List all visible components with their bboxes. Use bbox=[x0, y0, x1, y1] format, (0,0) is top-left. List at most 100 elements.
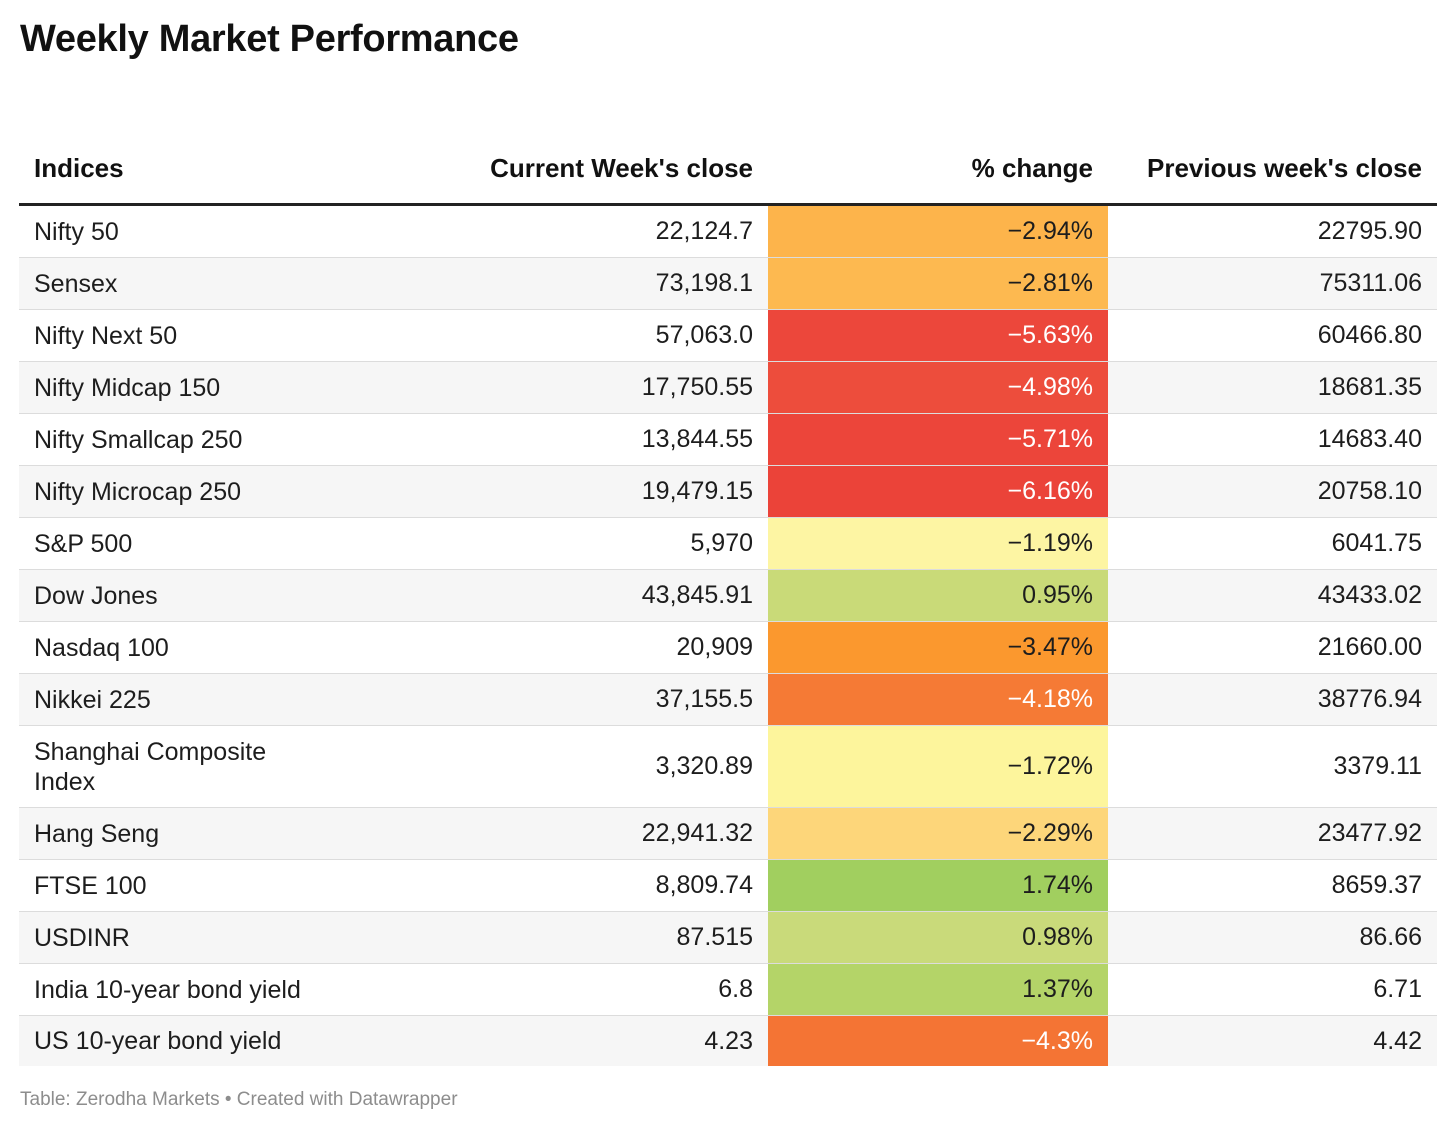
header-indices[interactable]: Indices bbox=[34, 153, 124, 183]
cell-pct-change: 1.74% bbox=[768, 860, 1108, 911]
cell-index-name: Nifty 50 bbox=[34, 217, 119, 246]
cell-current-close: 43,845.91 bbox=[419, 570, 768, 621]
cell-index-name: FTSE 100 bbox=[34, 871, 147, 900]
cell-index-name: Sensex bbox=[34, 269, 118, 298]
table-header: Indices Current Week's close % change Pr… bbox=[19, 108, 1437, 206]
current-close-value: 20,909 bbox=[676, 633, 753, 661]
header-previous-close[interactable]: Previous week's close bbox=[1146, 153, 1422, 183]
cell-pct-change: −2.81% bbox=[768, 258, 1108, 309]
cell-current-close: 57,063.0 bbox=[419, 310, 768, 361]
cell-current-close: 37,155.5 bbox=[419, 674, 768, 725]
cell-previous-close: 14683.40 bbox=[1317, 425, 1422, 453]
cell-previous-close: 22795.90 bbox=[1317, 217, 1422, 245]
cell-pct-change: −1.19% bbox=[768, 518, 1108, 569]
cell-current-close: 5,970 bbox=[419, 518, 768, 569]
table-row: Dow Jones 43,845.91 0.95% 43433.02 bbox=[19, 570, 1437, 622]
cell-pct-change: −1.72% bbox=[768, 726, 1108, 807]
performance-table: Indices Current Week's close % change Pr… bbox=[19, 108, 1437, 1066]
chart-title: Weekly Market Performance bbox=[20, 18, 519, 60]
cell-index-name: Nikkei 225 bbox=[34, 685, 151, 714]
current-close-value: 22,124.7 bbox=[655, 217, 753, 245]
cell-index-name: Nasdaq 100 bbox=[34, 633, 169, 662]
cell-current-close: 13,844.55 bbox=[419, 414, 768, 465]
cell-index-name: Nifty Next 50 bbox=[34, 321, 178, 350]
cell-current-close: 6.8 bbox=[419, 964, 768, 1015]
current-close-value: 13,844.55 bbox=[641, 425, 753, 453]
current-close-value: 4.23 bbox=[704, 1026, 753, 1055]
cell-index-name: S&P 500 bbox=[34, 529, 133, 558]
source-footer: Table: Zerodha Markets • Created with Da… bbox=[20, 1089, 458, 1110]
table-row: USDINR 87.515 0.98% 86.66 bbox=[19, 912, 1437, 964]
cell-current-close: 87.515 bbox=[419, 912, 768, 963]
cell-current-close: 19,479.15 bbox=[419, 466, 768, 517]
cell-previous-close: 3379.11 bbox=[1333, 752, 1422, 780]
current-close-value: 8,809.74 bbox=[655, 871, 753, 899]
cell-pct-change: −6.16% bbox=[768, 466, 1108, 517]
cell-pct-change: −3.47% bbox=[768, 622, 1108, 673]
header-current-close[interactable]: Current Week's close bbox=[490, 153, 753, 183]
table-row: Nifty Next 50 57,063.0 −5.63% 60466.80 bbox=[19, 310, 1437, 362]
cell-index-name: Dow Jones bbox=[34, 581, 158, 610]
current-close-value: 43,845.91 bbox=[641, 581, 753, 609]
current-close-value: 37,155.5 bbox=[655, 685, 753, 713]
cell-current-close: 3,320.89 bbox=[419, 726, 768, 807]
cell-current-close: 8,809.74 bbox=[419, 860, 768, 911]
cell-current-close: 22,941.32 bbox=[419, 808, 768, 859]
current-close-value: 3,320.89 bbox=[655, 752, 753, 780]
cell-current-close: 4.23 bbox=[419, 1016, 768, 1066]
cell-index-name: Nifty Smallcap 250 bbox=[34, 425, 243, 454]
table-row: Nifty Smallcap 250 13,844.55 −5.71% 14683.4… bbox=[19, 414, 1437, 466]
cell-pct-change: −5.63% bbox=[768, 310, 1108, 361]
cell-pct-change: −4.3% bbox=[768, 1016, 1108, 1066]
table-row: Hang Seng 22,941.32 −2.29% 23477.92 bbox=[19, 808, 1437, 860]
table-row: S&P 500 5,970 −1.19% 6041.75 bbox=[19, 518, 1437, 570]
cell-current-close: 20,909 bbox=[419, 622, 768, 673]
cell-pct-change: −2.29% bbox=[768, 808, 1108, 859]
table-row: Shanghai Composite Index 3,320.89 −1.72% 33… bbox=[19, 726, 1437, 808]
cell-index-name: Nifty Midcap 150 bbox=[34, 373, 221, 402]
cell-previous-close: 21660.00 bbox=[1317, 633, 1422, 661]
table-row: FTSE 100 8,809.74 1.74% 8659.37 bbox=[19, 860, 1437, 912]
table-body: Nifty 50 22,124.7 −2.94% 22795.90 Sensex 73,1… bbox=[19, 206, 1437, 1066]
cell-pct-change: 0.98% bbox=[768, 912, 1108, 963]
cell-pct-change: −2.94% bbox=[768, 206, 1108, 257]
cell-pct-change: 0.95% bbox=[768, 570, 1108, 621]
cell-index-name: India 10-year bond yield bbox=[34, 975, 301, 1004]
current-close-value: 5,970 bbox=[690, 529, 753, 557]
table-row: Nasdaq 100 20,909 −3.47% 21660.00 bbox=[19, 622, 1437, 674]
current-close-value: 73,198.1 bbox=[655, 269, 753, 297]
table-row: Nifty 50 22,124.7 −2.94% 22795.90 bbox=[19, 206, 1437, 258]
cell-previous-close: 75311.06 bbox=[1319, 269, 1422, 297]
cell-current-close: 17,750.55 bbox=[419, 362, 768, 413]
table-row: US 10-year bond yield 4.23 −4.3% 4.42 bbox=[19, 1016, 1437, 1066]
cell-index-name: Hang Seng bbox=[34, 819, 160, 848]
cell-previous-close: 20758.10 bbox=[1317, 477, 1422, 505]
cell-pct-change: −4.98% bbox=[768, 362, 1108, 413]
table-row: Nikkei 225 37,155.5 −4.18% 38776.94 bbox=[19, 674, 1437, 726]
table-row: Nifty Microcap 250 19,479.15 −6.16% 20758.1… bbox=[19, 466, 1437, 518]
cell-previous-close: 86.66 bbox=[1359, 923, 1422, 951]
cell-current-close: 22,124.7 bbox=[419, 206, 768, 257]
cell-index-name: US 10-year bond yield bbox=[34, 1027, 282, 1055]
cell-pct-change: −4.18% bbox=[768, 674, 1108, 725]
header-pct-change[interactable]: % change bbox=[971, 153, 1093, 183]
table-row: Nifty Midcap 150 17,750.55 −4.98% 18681.35 bbox=[19, 362, 1437, 414]
cell-index-name: Shanghai Composite Index bbox=[34, 737, 267, 796]
table-row: Sensex 73,198.1 −2.81% 75311.06 bbox=[19, 258, 1437, 310]
cell-previous-close: 43433.02 bbox=[1317, 581, 1422, 609]
cell-previous-close: 4.42 bbox=[1373, 1026, 1422, 1055]
cell-pct-change: 1.37% bbox=[768, 964, 1108, 1015]
current-close-value: 19,479.15 bbox=[641, 477, 753, 505]
current-close-value: 57,063.0 bbox=[655, 321, 753, 349]
cell-previous-close: 6041.75 bbox=[1331, 529, 1422, 557]
current-close-value: 22,941.32 bbox=[641, 819, 753, 847]
cell-current-close: 73,198.1 bbox=[419, 258, 768, 309]
cell-index-name: USDINR bbox=[34, 923, 130, 952]
cell-previous-close: 60466.80 bbox=[1317, 321, 1422, 349]
cell-previous-close: 23477.92 bbox=[1317, 819, 1422, 847]
cell-index-name: Nifty Microcap 250 bbox=[34, 477, 242, 506]
cell-previous-close: 18681.35 bbox=[1317, 373, 1422, 401]
current-close-value: 6.8 bbox=[718, 975, 753, 1003]
cell-previous-close: 8659.37 bbox=[1331, 871, 1422, 899]
cell-previous-close: 6.71 bbox=[1373, 975, 1422, 1003]
